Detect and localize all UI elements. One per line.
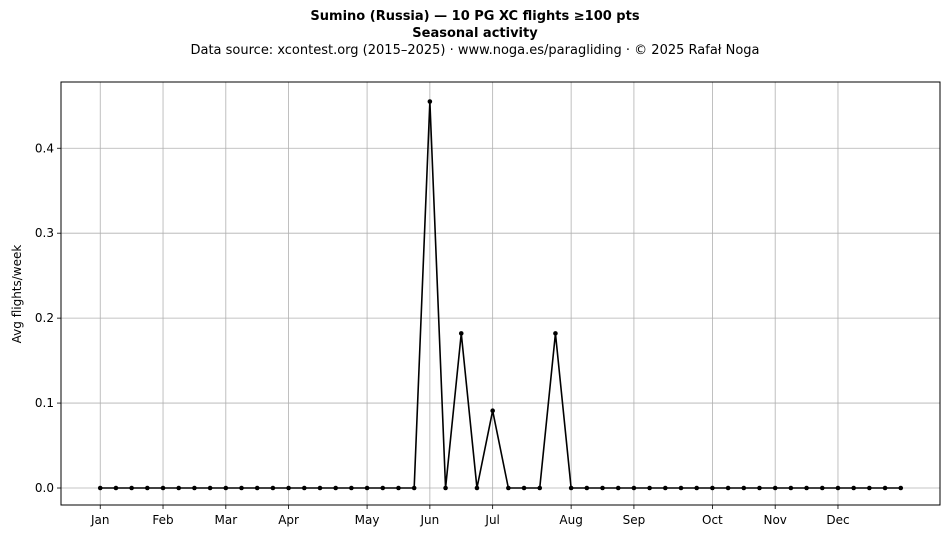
data-point xyxy=(427,99,433,104)
y-tick-label: 0.4 xyxy=(35,141,54,155)
data-point xyxy=(254,485,260,491)
data-point xyxy=(819,485,825,491)
data-point xyxy=(317,485,323,491)
x-tick-label: Jul xyxy=(484,513,499,527)
series-line xyxy=(100,100,901,489)
chart-title-block: Sumino (Russia) — 10 PG XC flights ≥100 … xyxy=(0,8,950,59)
data-point xyxy=(835,485,841,491)
data-point xyxy=(741,485,747,491)
x-tick-label: Oct xyxy=(702,513,723,527)
data-point xyxy=(584,485,590,491)
data-point xyxy=(725,485,731,491)
data-point xyxy=(710,485,715,491)
data-point xyxy=(898,485,904,491)
data-point xyxy=(678,485,684,491)
data-point xyxy=(411,485,417,491)
plot-frame xyxy=(60,81,941,506)
data-point xyxy=(160,485,166,491)
data-point xyxy=(851,485,856,491)
x-tick-label: Sep xyxy=(623,513,646,527)
data-point xyxy=(568,485,574,491)
data-point xyxy=(443,485,448,491)
axis-ticks: Jan Feb Mar Apr May Jun Jul Aug Sep Oct Nov Dec 0.0 0… xyxy=(35,141,850,527)
data-point xyxy=(537,485,543,491)
data-point xyxy=(380,485,386,491)
data-point xyxy=(490,408,495,414)
data-point xyxy=(882,485,888,491)
data-point xyxy=(97,485,103,491)
y-tick-label: 0.0 xyxy=(35,481,54,495)
data-point xyxy=(757,485,762,491)
data-point xyxy=(192,485,197,491)
data-point xyxy=(129,485,134,491)
series-line-path xyxy=(100,100,901,489)
x-tick-label: Mar xyxy=(214,513,237,527)
x-tick-label: May xyxy=(355,513,380,527)
y-axis-label: Avg flights/week xyxy=(10,245,24,344)
data-point xyxy=(694,485,700,491)
data-point xyxy=(772,485,778,491)
data-point xyxy=(631,485,637,491)
data-point xyxy=(364,485,370,491)
x-tick-label: Nov xyxy=(763,513,786,527)
data-point xyxy=(239,485,244,491)
data-point xyxy=(804,485,809,491)
x-tick-label: Feb xyxy=(152,513,173,527)
data-point xyxy=(145,485,150,491)
chart-title: Sumino (Russia) — 10 PG XC flights ≥100 … xyxy=(310,9,640,24)
x-tick-label: Jun xyxy=(419,513,439,527)
x-tick-label: Aug xyxy=(559,513,582,527)
data-point xyxy=(600,485,605,491)
y-tick-label: 0.1 xyxy=(35,396,54,410)
data-point xyxy=(333,485,338,491)
data-point xyxy=(176,485,182,491)
grid-lines xyxy=(61,82,940,505)
data-point xyxy=(474,485,480,491)
data-point xyxy=(349,485,354,491)
chart-subtitle: Data source: xcontest.org (2015–2025) · … xyxy=(190,43,760,58)
data-point xyxy=(553,331,558,336)
data-point xyxy=(223,485,229,491)
data-point xyxy=(647,485,652,491)
y-tick-label: 0.2 xyxy=(35,311,54,325)
data-point xyxy=(286,485,291,491)
data-point xyxy=(458,331,464,336)
data-point xyxy=(663,485,668,491)
chart-title-2: Seasonal activity xyxy=(412,26,538,41)
data-point xyxy=(270,485,276,491)
data-point xyxy=(521,485,527,491)
data-point xyxy=(207,485,213,491)
data-point xyxy=(788,485,794,491)
data-point xyxy=(113,485,119,491)
x-tick-label: Apr xyxy=(278,513,299,527)
x-tick-label: Jan xyxy=(90,513,110,527)
data-point xyxy=(396,485,401,491)
y-tick-label: 0.3 xyxy=(35,226,54,240)
data-point xyxy=(301,485,307,491)
data-point xyxy=(615,485,621,491)
data-point xyxy=(867,485,872,491)
x-tick-label: Dec xyxy=(826,513,849,527)
data-point xyxy=(506,485,511,491)
series-points xyxy=(97,99,904,491)
